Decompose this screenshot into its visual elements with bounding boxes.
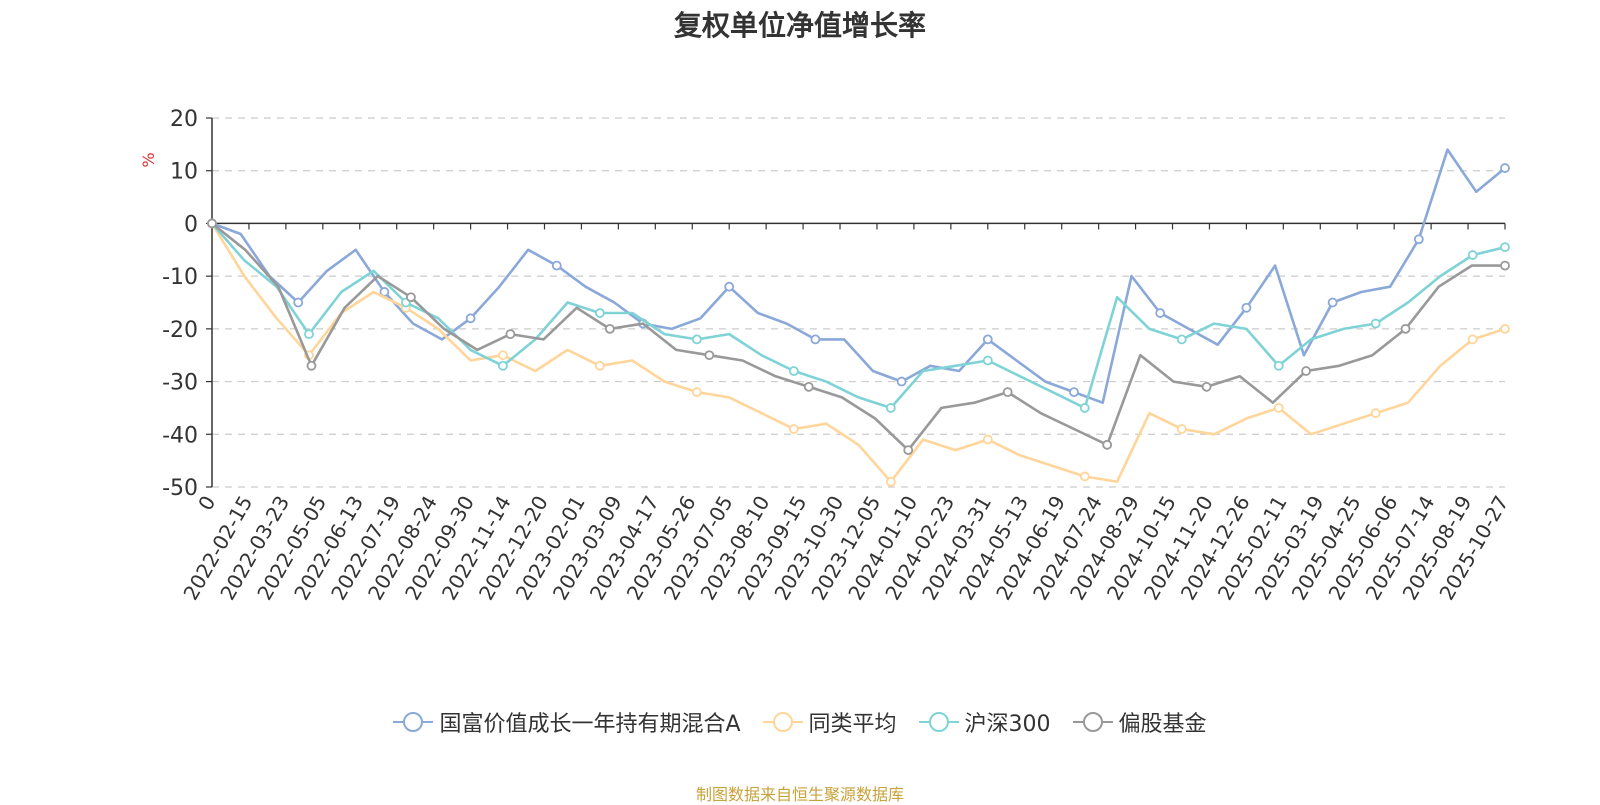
x-tick-labels: 02022-02-152022-03-232022-05-052022-06-1… [178, 492, 1513, 605]
data-point [691, 334, 702, 345]
series-line-3 [211, 222, 1505, 452]
data-point [896, 376, 907, 387]
series-lines [207, 148, 1510, 487]
data-point [1370, 408, 1381, 419]
legend-swatch [762, 712, 803, 732]
data-point [1500, 323, 1510, 334]
data-point [1079, 403, 1090, 413]
legend-label: 偏股基金 [1118, 712, 1207, 737]
data-point [788, 366, 799, 376]
y-tick-label: 10 [170, 160, 198, 185]
data-point [903, 445, 914, 456]
y-axis-label: % [139, 152, 158, 167]
source-note: 制图数据来自恒生聚源数据库 [695, 785, 904, 804]
data-point [1500, 163, 1510, 173]
data-point [982, 355, 993, 366]
data-point [1069, 387, 1079, 398]
data-point [595, 308, 605, 318]
data-point [1500, 242, 1510, 253]
data-point [304, 329, 314, 340]
data-point [1370, 318, 1381, 329]
y-tick-label: -20 [162, 318, 198, 343]
chart-title: 复权单位净值增长率 [673, 9, 926, 42]
data-point [465, 313, 476, 324]
data-point [505, 329, 516, 340]
data-point [1273, 403, 1284, 413]
data-point [982, 434, 993, 445]
data-point [498, 350, 508, 361]
data-point [810, 334, 821, 345]
data-point [1467, 334, 1478, 345]
legend-swatch [393, 712, 434, 732]
legend-swatch [918, 712, 959, 732]
legend-label: 同类平均 [808, 712, 897, 737]
data-point [1327, 297, 1338, 308]
data-point [1079, 471, 1090, 482]
x-tick-label: 0 [193, 492, 220, 515]
data-point [1467, 250, 1478, 260]
data-point [207, 218, 217, 229]
data-point [788, 424, 799, 434]
legend: 国富价值成长一年持有期混合A 同类平均 沪深300 偏股基金 [0, 706, 1600, 738]
legend-label: 沪深300 [964, 712, 1051, 737]
legend-item[interactable]: 偏股基金 [1072, 706, 1207, 738]
legend-label: 国富价值成长一年持有期混合A [439, 712, 741, 737]
data-point [1273, 360, 1284, 371]
data-point [1500, 260, 1510, 271]
data-point [1002, 387, 1013, 398]
y-tick-label: 20 [170, 107, 198, 132]
data-point [551, 260, 562, 271]
legend-item[interactable]: 同类平均 [762, 706, 897, 738]
y-tick-label: -30 [162, 371, 198, 396]
data-point [691, 387, 702, 398]
data-point [1201, 381, 1212, 392]
data-point [595, 360, 605, 371]
data-point [604, 323, 615, 334]
axes [206, 117, 1506, 488]
data-point [1241, 302, 1252, 313]
data-point [1413, 234, 1424, 245]
data-point [498, 360, 508, 371]
y-tick-label: -40 [162, 423, 198, 448]
data-point [885, 476, 896, 487]
data-point [1176, 334, 1187, 345]
data-point [293, 297, 304, 308]
data-point [1102, 439, 1113, 450]
data-point [982, 334, 993, 345]
series-line-1 [210, 222, 1506, 483]
y-tick-label: 0 [184, 212, 198, 237]
y-tick-label: -10 [162, 265, 198, 290]
y-tick-label: -50 [162, 476, 198, 501]
data-point [406, 292, 416, 303]
legend-item[interactable]: 沪深300 [918, 706, 1051, 738]
data-point [1301, 366, 1311, 376]
data-point [803, 381, 814, 392]
data-point [885, 403, 896, 413]
data-point [704, 350, 715, 361]
legend-swatch [1072, 712, 1113, 732]
data-point [1155, 308, 1166, 318]
y-tick-labels: 20 10 0 -10 -20 -30 -40 -50 [162, 107, 198, 501]
legend-item[interactable]: 国富价值成长一年持有期混合A [393, 706, 741, 738]
data-point [306, 360, 317, 371]
data-point [1400, 323, 1411, 334]
data-point [1176, 424, 1187, 434]
series-line-0 [211, 148, 1506, 404]
data-point [724, 281, 735, 292]
